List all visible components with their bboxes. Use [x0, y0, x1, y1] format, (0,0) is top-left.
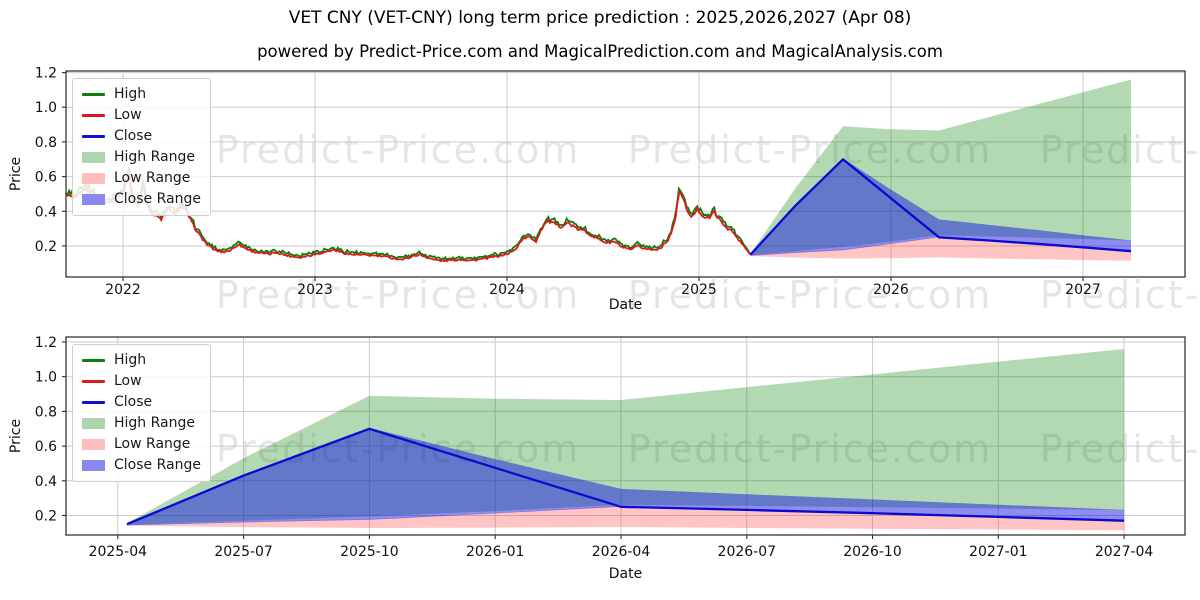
- watermark-text: Predict-Price.com: [628, 427, 993, 471]
- legend-label: High: [114, 86, 147, 102]
- axes-frame: [65, 336, 1186, 536]
- chart-title: VET CNY (VET-CNY) long term price predic…: [288, 8, 912, 28]
- y-tick-label: 1.0: [35, 370, 57, 386]
- legend-item-high: High: [82, 350, 201, 371]
- y-tick-label: 1.2: [35, 335, 57, 351]
- legend-line-swatch: [82, 359, 105, 362]
- legend-label: High Range: [114, 149, 195, 165]
- legend-patch-swatch: [82, 418, 105, 429]
- x-axis-label: Date: [609, 566, 642, 582]
- watermark-text: Predict-Price.com: [1040, 128, 1200, 172]
- watermark-text: Predict-Price.com: [215, 273, 581, 317]
- legend-label: Low: [114, 107, 142, 123]
- close-prediction-line: [749, 158, 1132, 256]
- legend-item-close-range: Close Range: [82, 455, 201, 476]
- y-tick-label: 0.8: [35, 135, 57, 151]
- legend-label: Close: [114, 394, 153, 410]
- y-tick-label: 0.8: [35, 404, 57, 420]
- x-tick-label: 2026-07: [718, 544, 777, 560]
- legend-item-close-range: Close Range: [82, 189, 201, 210]
- x-tick-label: 2026-04: [592, 544, 651, 560]
- legend-item-low: Low: [82, 371, 201, 392]
- low-range-area: [750, 236, 1131, 261]
- y-tick-label: 1.2: [35, 66, 57, 82]
- legend-line-swatch: [82, 401, 105, 404]
- legend-label: Low: [114, 373, 142, 389]
- x-tick-label: 2025-07: [214, 544, 273, 560]
- x-tick-label: 2026: [873, 282, 909, 298]
- legend-patch-swatch: [82, 460, 105, 471]
- watermark-text: Predict-Price.com: [627, 273, 993, 317]
- legend-line-swatch: [82, 93, 105, 96]
- axes-frame: [65, 70, 1186, 278]
- legend-patch-swatch: [82, 152, 105, 163]
- x-tick-label: 2025-04: [89, 544, 148, 560]
- x-tick-label: 2027-04: [1095, 544, 1154, 560]
- legend-label: Close Range: [114, 191, 201, 207]
- y-tick-label: 0.6: [35, 170, 57, 186]
- low-range-area: [126, 505, 1125, 531]
- close-range-area: [750, 158, 1131, 256]
- legend-line-swatch: [82, 135, 105, 138]
- y-tick-label: 0.2: [35, 239, 57, 255]
- legend-label: High: [114, 352, 147, 368]
- y-tick-label: 1.0: [35, 100, 57, 116]
- legend-patch-swatch: [82, 194, 105, 205]
- x-tick-label: 2026-10: [843, 544, 902, 560]
- y-axis-label: Price: [8, 157, 24, 191]
- legend-item-high: High: [82, 84, 201, 105]
- legend-line-swatch: [82, 380, 105, 383]
- legend-patch-swatch: [82, 173, 105, 184]
- y-tick-label: 0.2: [35, 509, 57, 525]
- watermark-text: Predict-Price.com: [1039, 273, 1200, 317]
- x-tick-label: 2026-01: [466, 544, 525, 560]
- watermark-text: Predict-Price.com: [1040, 427, 1200, 471]
- legend-forecast: High Low Close High Range Low Range Close Ran…: [72, 344, 211, 482]
- panel-forecast: 2025-04 2025-07 2025-10 2026-01 2026-04 2026-…: [8, 335, 1186, 582]
- legend-label: Low Range: [114, 436, 191, 452]
- y-tick-label: 0.4: [35, 204, 57, 220]
- close-prediction-line: [126, 427, 1125, 526]
- legend-item-high-range: High Range: [82, 147, 201, 168]
- watermark-text: Predict-Price.com: [215, 128, 581, 172]
- legend-line-swatch: [82, 114, 105, 117]
- legend-item-low-range: Low Range: [82, 434, 201, 455]
- x-tick-label: 2023: [297, 282, 333, 298]
- legend-label: Low Range: [114, 170, 191, 186]
- x-tick-label: 2025-10: [340, 544, 399, 560]
- high-range-area: [750, 79, 1131, 255]
- legend-item-close: Close: [82, 392, 201, 413]
- y-tick-label: 0.4: [35, 474, 57, 490]
- chart-subtitle: powered by Predict-Price.com and Magical…: [257, 42, 943, 61]
- y-tick-label: 0.6: [35, 439, 57, 455]
- legend-item-low: Low: [82, 105, 201, 126]
- x-tick-label: 2027: [1065, 282, 1101, 298]
- legend-patch-swatch: [82, 439, 105, 450]
- legend-item-close: Close: [82, 126, 201, 147]
- x-tick-label: 2025: [681, 282, 717, 298]
- legend-label: Close: [114, 128, 153, 144]
- x-axis-label: Date: [609, 297, 642, 313]
- x-tick-label: 2022: [105, 282, 141, 298]
- x-tick-label: 2027-01: [969, 544, 1028, 560]
- close-range-area: [126, 427, 1125, 526]
- legend-item-low-range: Low Range: [82, 168, 201, 189]
- panel-main: 2022 2023 2024 2025 2026 2027 0.2 0.4 0.6 0.8 1.0 1…: [8, 66, 1186, 313]
- legend-label: High Range: [114, 415, 195, 431]
- high-range-area: [126, 349, 1125, 525]
- legend-label: Close Range: [114, 457, 201, 473]
- watermark-text: Predict-Price.com: [627, 128, 993, 172]
- y-axis-label: Price: [8, 419, 24, 453]
- x-tick-label: 2024: [489, 282, 525, 298]
- legend-main: High Low Close High Range Low Range Close Ran…: [72, 78, 211, 216]
- legend-item-high-range: High Range: [82, 413, 201, 434]
